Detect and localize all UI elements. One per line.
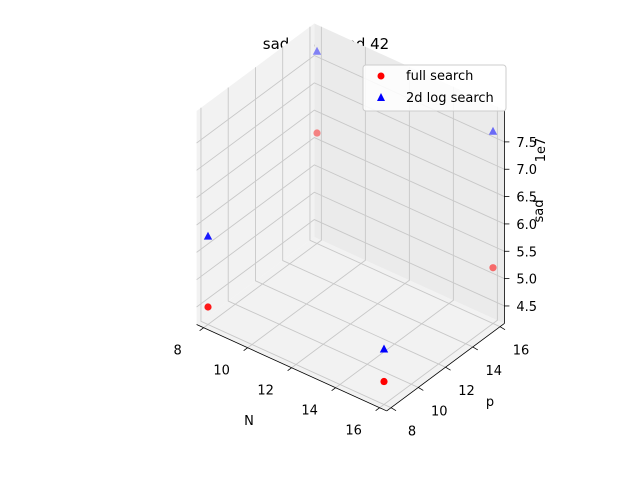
grid-line-y <box>255 67 446 368</box>
data-point-2d-log-search <box>379 344 389 353</box>
grid-line-x <box>203 26 322 329</box>
y-tick-label: 16 <box>513 344 530 359</box>
y-tick-label: 10 <box>431 404 448 419</box>
x-tick-label: 10 <box>213 364 230 379</box>
y-tick-mark <box>445 366 451 371</box>
data-point-2d-log-search <box>312 46 322 55</box>
z-tick-label: 7.5 <box>516 136 537 151</box>
z-tick-label: 6.0 <box>516 218 537 233</box>
y-tick-mark <box>472 346 478 351</box>
grid-line-y <box>309 26 501 328</box>
z-axis-label: sad <box>532 200 547 223</box>
data-point-full-search <box>313 129 321 137</box>
grid-line-x <box>291 66 410 369</box>
y-tick-mark <box>390 407 397 412</box>
y-axis-label: p <box>486 395 494 410</box>
grid-line-z <box>196 82 505 171</box>
z-tick-label: 4.5 <box>516 300 537 315</box>
x-tick-mark <box>199 327 204 332</box>
y-tick-mark <box>499 326 506 331</box>
y-tick-label: 8 <box>408 425 416 440</box>
x-tick-mark <box>331 387 336 392</box>
z-tick-label: 7.0 <box>516 163 537 178</box>
legend: full search 2d log search <box>362 64 507 112</box>
z-tick-label: 5.5 <box>516 245 537 260</box>
data-point-2d-log-search <box>203 231 213 240</box>
x-tick-label: 12 <box>257 384 274 399</box>
grid-line-z <box>196 164 505 253</box>
legend-label-full-search: full search <box>406 69 473 84</box>
x-tick-mark <box>375 407 380 412</box>
x-tick-label: 16 <box>345 424 362 439</box>
x-tick-label: 14 <box>301 404 318 419</box>
y-axis-line <box>386 323 505 412</box>
y-tick-mark <box>418 387 424 391</box>
x-tick-label: 8 <box>173 344 181 359</box>
grid-lines <box>196 26 505 409</box>
data-points <box>203 46 498 386</box>
data-point-full-search <box>489 264 497 272</box>
y-tick-label: 12 <box>458 384 475 399</box>
z-tick-label: 5.0 <box>516 273 537 288</box>
data-point-full-search <box>380 377 388 386</box>
legend-label-2d-log-search: 2d log search <box>406 91 494 106</box>
x-tick-mark <box>243 347 248 352</box>
legend-marker-2d-log-search <box>377 93 385 101</box>
grid-line-z <box>196 54 505 144</box>
data-point-full-search <box>204 303 212 311</box>
grid-line-x <box>247 46 366 349</box>
grid-line-z <box>196 109 505 199</box>
grid-line-x <box>379 106 498 409</box>
grid-line-z <box>196 219 505 308</box>
z-offset-label: 1e7 <box>534 138 549 163</box>
grid-line-y <box>200 107 392 409</box>
grid-line-z <box>196 191 505 281</box>
data-point-2d-log-search <box>488 126 498 135</box>
grid-line-y <box>227 87 419 388</box>
grid-line-x <box>335 86 454 389</box>
tick-labels: 8 10 12 14 16 8 10 12 14 16 4.5 5.0 5.5 6.0 6.5 7.0 7.5 <box>173 136 537 440</box>
legend-box <box>362 64 507 112</box>
legend-marker-full-search <box>377 72 385 80</box>
z-tick-label: 6.5 <box>516 191 537 206</box>
x-axis-label: N <box>244 414 254 429</box>
x-tick-mark <box>287 367 292 372</box>
y-tick-label: 14 <box>486 364 503 379</box>
grid-line-z <box>196 137 505 226</box>
grid-line-y <box>282 47 473 348</box>
